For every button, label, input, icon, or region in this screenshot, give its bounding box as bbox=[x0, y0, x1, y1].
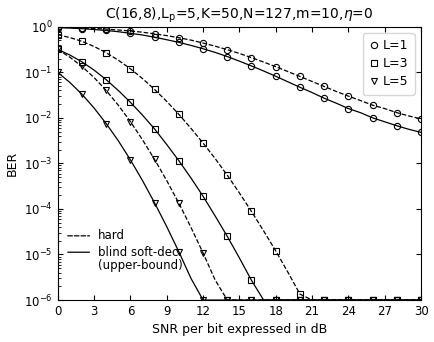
Y-axis label: BER: BER bbox=[6, 151, 19, 176]
Text: blind soft-dec.: blind soft-dec. bbox=[98, 246, 182, 259]
X-axis label: SNR per bit expressed in dB: SNR per bit expressed in dB bbox=[152, 324, 327, 337]
Legend: L=1, L=3, L=5: L=1, L=3, L=5 bbox=[363, 33, 415, 94]
Text: (upper-bound): (upper-bound) bbox=[98, 259, 182, 272]
Title: C(16,8),L$_\mathrm{p}$=5,K=50,N=127,m=10,$\eta$=0: C(16,8),L$_\mathrm{p}$=5,K=50,N=127,m=10… bbox=[105, 5, 374, 25]
Text: hard: hard bbox=[98, 229, 125, 242]
